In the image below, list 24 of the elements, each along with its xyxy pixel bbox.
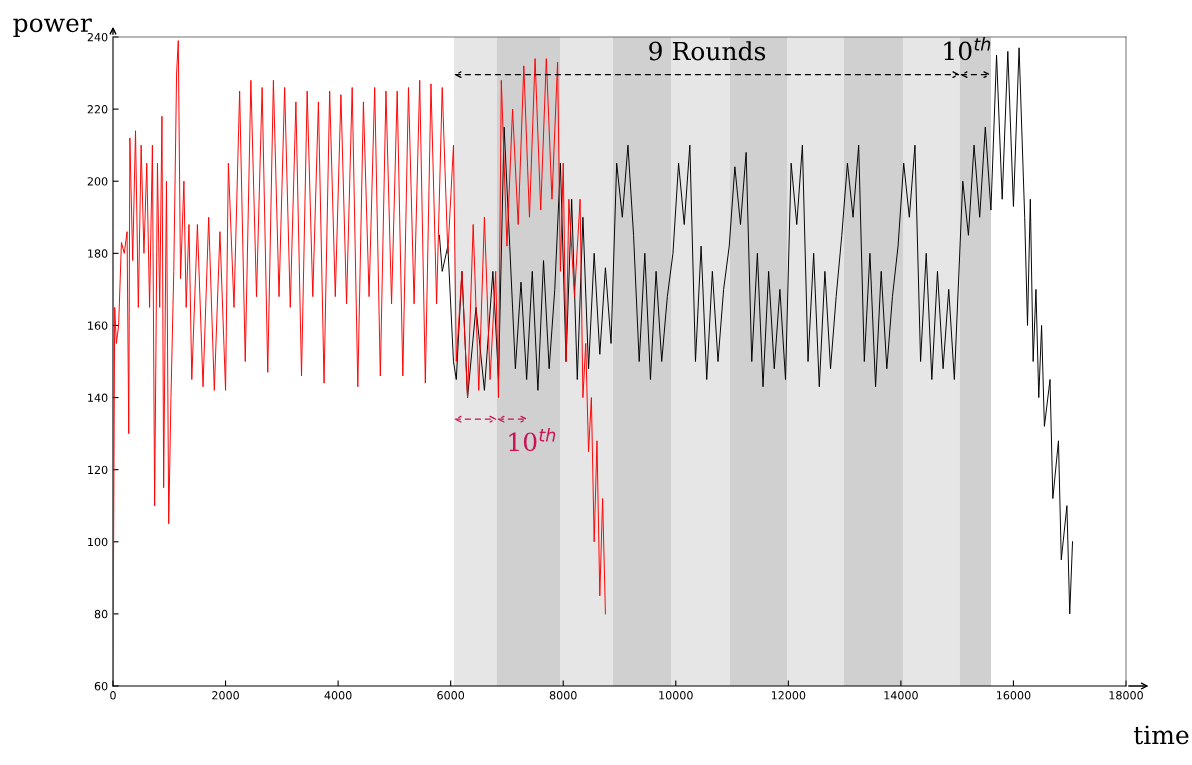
y-tick-label: 100 [88, 537, 108, 547]
annotation: 10$^{th}$ [944, 37, 991, 61]
x-tick-label: 10000 [659, 691, 693, 700]
x-tick-label: 12000 [771, 691, 806, 700]
annotation: 9 Rounds [649, 41, 766, 61]
y-tick-label: 120 [88, 465, 108, 475]
x-tick-label: 2000 [212, 691, 239, 700]
y-tick-label: 160 [88, 321, 108, 330]
x-tick-label: 16000 [996, 691, 1031, 700]
x-tick-label: 4000 [324, 691, 352, 700]
annotation: 10$^{th}$ [509, 428, 556, 452]
y-tick-label: 80 [94, 609, 108, 619]
x-tick-label: 18000 [1109, 691, 1143, 700]
y-tick-label: 60 [94, 681, 108, 691]
x-tick-label: 14000 [884, 691, 918, 700]
y-tick-label: 180 [88, 249, 108, 258]
x-tick-label: 0 [110, 691, 116, 700]
y-tick-label: 140 [88, 393, 108, 402]
y-tick-label: 220 [87, 105, 108, 114]
x-axis-title: time [1133, 725, 1189, 745]
y-tick-label: 200 [87, 177, 108, 186]
x-tick-label: 8000 [549, 691, 577, 700]
x-tick-label: 6000 [437, 691, 465, 700]
line-series [113, 40, 606, 680]
